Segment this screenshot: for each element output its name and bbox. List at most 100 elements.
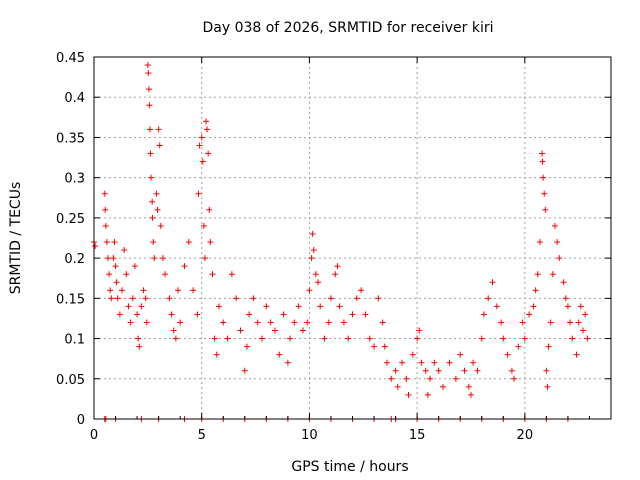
data-point: [172, 335, 179, 342]
data-point: [539, 150, 546, 157]
data-point: [153, 190, 160, 197]
data-point: [457, 351, 464, 358]
data-point: [470, 359, 477, 366]
data-point: [549, 271, 556, 278]
data-point: [579, 327, 586, 334]
data-point: [228, 271, 235, 278]
data-point: [246, 311, 253, 318]
data-point: [144, 62, 151, 69]
data-point: [127, 319, 134, 326]
data-point: [233, 295, 240, 302]
y-tick-label: 0.45: [56, 51, 85, 66]
data-point: [366, 335, 373, 342]
data-point: [345, 335, 352, 342]
data-point: [112, 263, 119, 270]
data-point: [237, 327, 244, 334]
data-point: [414, 335, 421, 342]
data-point: [325, 319, 332, 326]
data-point: [379, 319, 386, 326]
data-point: [142, 295, 149, 302]
data-point: [474, 367, 481, 374]
data-point: [521, 335, 528, 342]
data-point: [467, 391, 474, 398]
data-point: [498, 319, 505, 326]
data-point: [209, 271, 216, 278]
data-point: [211, 335, 218, 342]
data-point: [103, 239, 110, 246]
data-point: [185, 239, 192, 246]
data-point: [427, 375, 434, 382]
data-point: [150, 239, 157, 246]
data-point: [276, 351, 283, 358]
data-point: [145, 70, 152, 77]
data-point: [340, 319, 347, 326]
data-point: [539, 158, 546, 165]
axis-ticks: 0 0.05 0.1 0.15 0.2 0.25 0.3 0.35 0.4 0.45 0 5 10 15 2…: [56, 51, 611, 443]
data-point: [349, 311, 356, 318]
data-point: [136, 343, 143, 350]
data-point: [113, 279, 120, 286]
data-point: [198, 134, 205, 141]
data-point: [181, 263, 188, 270]
data-point: [206, 206, 213, 213]
data-point: [532, 287, 539, 294]
data-point: [542, 206, 549, 213]
data-point: [280, 311, 287, 318]
data-point: [519, 319, 526, 326]
data-point: [545, 343, 552, 350]
data-point: [399, 359, 406, 366]
data-point: [480, 311, 487, 318]
data-point: [353, 295, 360, 302]
y-tick-label: 0.05: [56, 373, 85, 388]
data-point: [431, 359, 438, 366]
data-point: [263, 303, 270, 310]
data-point: [205, 150, 212, 157]
data-point: [149, 198, 156, 205]
data-point: [388, 375, 395, 382]
x-tick-label: 10: [301, 428, 318, 443]
data-point: [224, 335, 231, 342]
data-point: [526, 311, 533, 318]
data-point: [101, 190, 108, 197]
x-axis-label: GPS time / hours: [291, 459, 408, 475]
data-point: [284, 359, 291, 366]
data-point: [196, 142, 203, 149]
data-point: [308, 255, 315, 262]
data-point: [140, 287, 147, 294]
data-point: [147, 150, 154, 157]
data-point: [543, 367, 550, 374]
data-point: [575, 319, 582, 326]
data-point: [418, 359, 425, 366]
data-point: [381, 343, 388, 350]
data-point: [116, 311, 123, 318]
data-point: [295, 303, 302, 310]
data-point: [271, 327, 278, 334]
data-point: [159, 255, 166, 262]
grid-lines: [94, 57, 611, 419]
data-point: [371, 343, 378, 350]
data-point: [108, 295, 115, 302]
data-point: [254, 319, 261, 326]
data-point: [143, 319, 150, 326]
data-point: [500, 335, 507, 342]
data-point: [409, 351, 416, 358]
data-point: [569, 335, 576, 342]
data-point: [102, 206, 109, 213]
data-point: [536, 239, 543, 246]
data-point: [584, 335, 591, 342]
data-point: [405, 391, 412, 398]
data-point: [204, 126, 211, 133]
data-point: [203, 118, 210, 125]
x-tick-label: 5: [198, 428, 206, 443]
data-point: [149, 214, 156, 221]
data-points: [91, 62, 591, 422]
data-point: [327, 295, 334, 302]
data-point: [315, 279, 322, 286]
data-point: [177, 319, 184, 326]
data-point: [105, 255, 112, 262]
data-point: [123, 271, 130, 278]
data-point: [422, 367, 429, 374]
data-point: [562, 295, 569, 302]
y-tick-label: 0.1: [64, 333, 85, 348]
y-tick-label: 0.25: [56, 212, 85, 227]
